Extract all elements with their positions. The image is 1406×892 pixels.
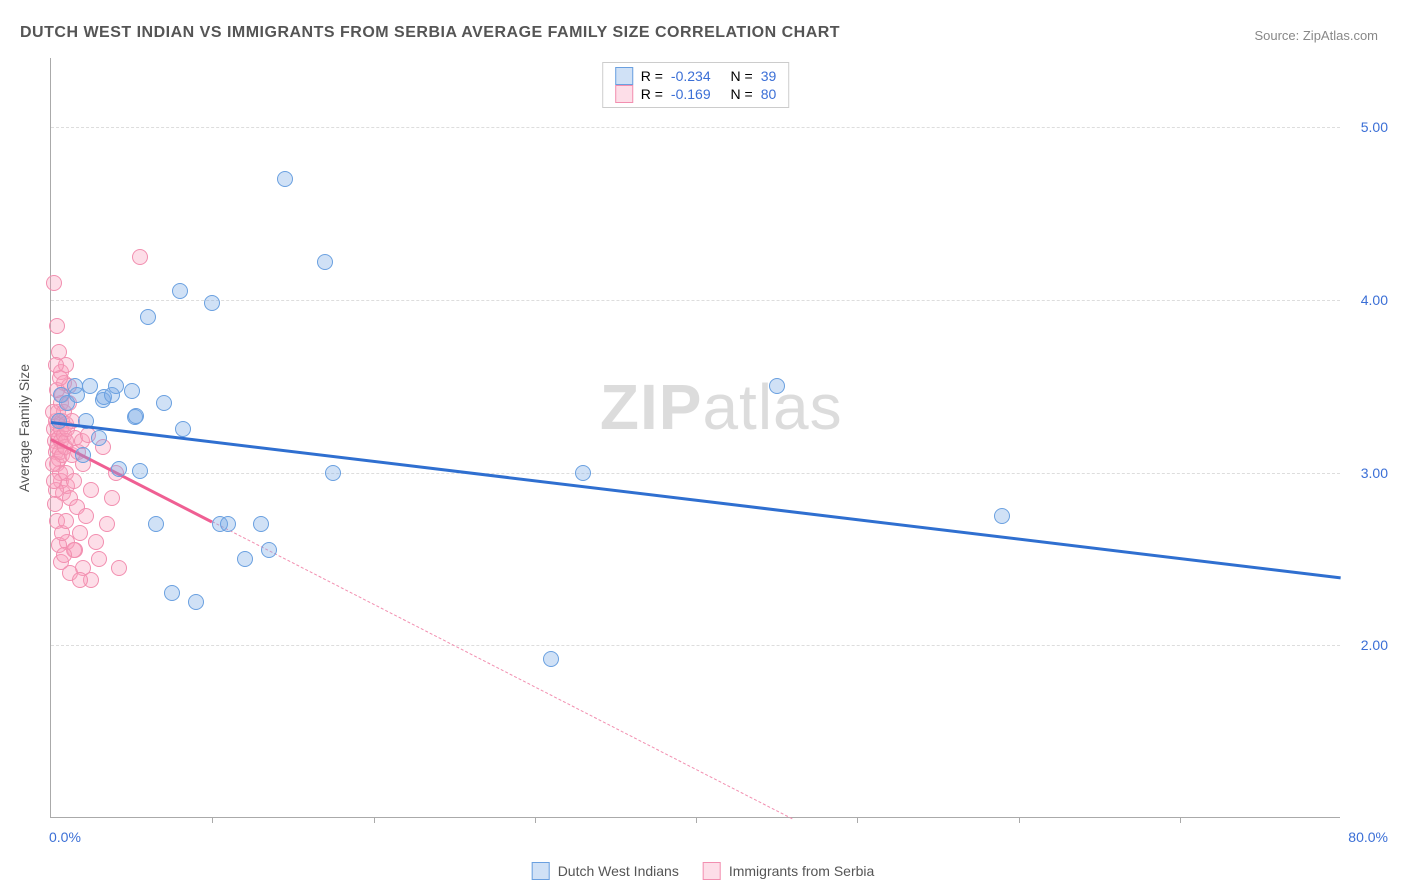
swatch-icon xyxy=(703,862,721,880)
r-label: R = xyxy=(641,68,663,84)
data-point xyxy=(72,572,88,588)
data-point xyxy=(237,551,253,567)
scatter-chart: ZIPatlas R = -0.234 N = 39 R = -0.169 N … xyxy=(50,58,1340,818)
data-point xyxy=(108,378,124,394)
data-point xyxy=(82,378,98,394)
legend-row-0: R = -0.234 N = 39 xyxy=(615,67,777,85)
data-point xyxy=(49,318,65,334)
n-value: 39 xyxy=(761,68,777,84)
data-point xyxy=(188,594,204,610)
data-point xyxy=(769,378,785,394)
x-tick xyxy=(1019,817,1020,823)
correlation-legend: R = -0.234 N = 39 R = -0.169 N = 80 xyxy=(602,62,790,108)
data-point xyxy=(47,496,63,512)
legend-row-1: R = -0.169 N = 80 xyxy=(615,85,777,103)
data-point xyxy=(104,490,120,506)
data-point xyxy=(124,383,140,399)
r-value: -0.169 xyxy=(671,86,711,102)
data-point xyxy=(253,516,269,532)
data-point xyxy=(172,283,188,299)
r-value: -0.234 xyxy=(671,68,711,84)
data-point xyxy=(78,508,94,524)
r-label: R = xyxy=(641,86,663,102)
x-tick xyxy=(374,817,375,823)
y-axis-label: Average Family Size xyxy=(16,364,32,492)
gridline xyxy=(51,127,1340,128)
data-point xyxy=(132,249,148,265)
legend-label: Immigrants from Serbia xyxy=(729,863,874,879)
x-axis-min-label: 0.0% xyxy=(49,829,81,845)
data-point xyxy=(66,473,82,489)
data-point xyxy=(128,408,144,424)
data-point xyxy=(99,516,115,532)
legend-item-1: Immigrants from Serbia xyxy=(703,862,874,880)
data-point xyxy=(317,254,333,270)
data-point xyxy=(91,430,107,446)
data-point xyxy=(204,295,220,311)
data-point xyxy=(111,560,127,576)
n-value: 80 xyxy=(761,86,777,102)
data-point xyxy=(58,513,74,529)
data-point xyxy=(148,516,164,532)
data-point xyxy=(75,447,91,463)
data-point xyxy=(175,421,191,437)
chart-title: DUTCH WEST INDIAN VS IMMIGRANTS FROM SER… xyxy=(20,24,840,42)
y-tick-label: 5.00 xyxy=(1361,119,1388,135)
data-point xyxy=(48,357,64,373)
n-label: N = xyxy=(731,68,753,84)
data-point xyxy=(111,461,127,477)
data-point xyxy=(46,473,62,489)
n-label: N = xyxy=(731,86,753,102)
data-point xyxy=(325,465,341,481)
data-point xyxy=(83,482,99,498)
x-tick xyxy=(212,817,213,823)
trend-line-extrapolated xyxy=(212,521,793,819)
x-tick xyxy=(535,817,536,823)
data-point xyxy=(994,508,1010,524)
gridline xyxy=(51,473,1340,474)
x-tick xyxy=(857,817,858,823)
x-tick xyxy=(1180,817,1181,823)
x-tick xyxy=(696,817,697,823)
data-point xyxy=(45,456,61,472)
data-point xyxy=(46,275,62,291)
gridline xyxy=(51,645,1340,646)
watermark: ZIPatlas xyxy=(600,370,843,444)
x-axis-max-label: 80.0% xyxy=(1348,829,1388,845)
y-tick-label: 3.00 xyxy=(1361,465,1388,481)
data-point xyxy=(164,585,180,601)
data-point xyxy=(132,463,148,479)
data-point xyxy=(575,465,591,481)
legend-label: Dutch West Indians xyxy=(558,863,679,879)
data-point xyxy=(277,171,293,187)
data-point xyxy=(220,516,236,532)
y-tick-label: 2.00 xyxy=(1361,637,1388,653)
swatch-icon xyxy=(532,862,550,880)
data-point xyxy=(261,542,277,558)
swatch-icon xyxy=(615,67,633,85)
data-point xyxy=(156,395,172,411)
data-point xyxy=(91,551,107,567)
y-tick-label: 4.00 xyxy=(1361,292,1388,308)
series-legend: Dutch West Indians Immigrants from Serbi… xyxy=(532,862,875,880)
swatch-icon xyxy=(615,85,633,103)
source-attribution: Source: ZipAtlas.com xyxy=(1254,28,1378,43)
data-point xyxy=(140,309,156,325)
gridline xyxy=(51,300,1340,301)
legend-item-0: Dutch West Indians xyxy=(532,862,679,880)
data-point xyxy=(543,651,559,667)
data-point xyxy=(56,547,72,563)
data-point xyxy=(88,534,104,550)
